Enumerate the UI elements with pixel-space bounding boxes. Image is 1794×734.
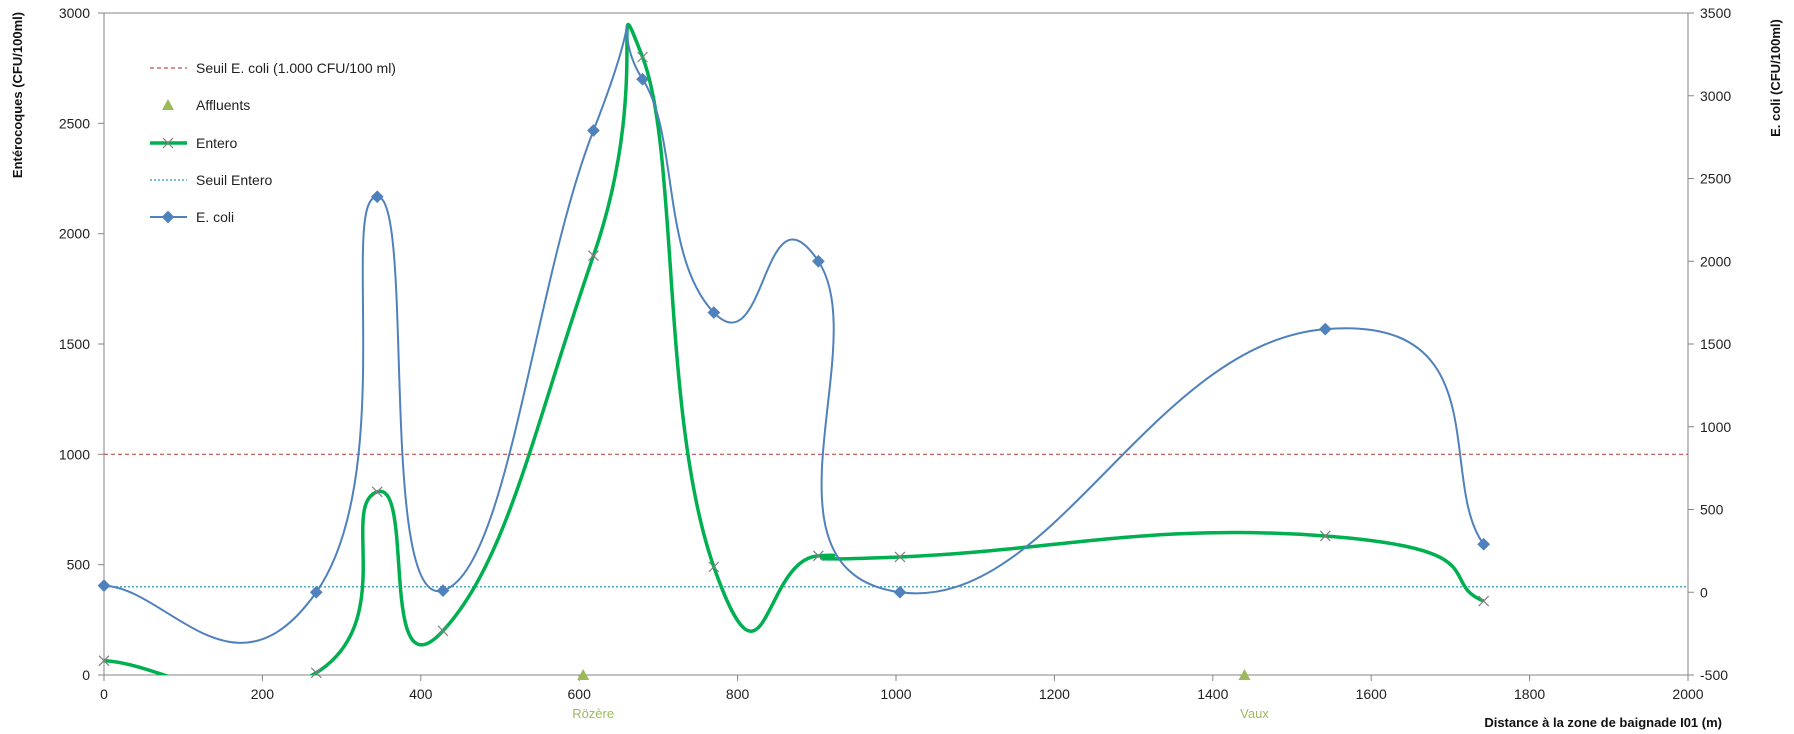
entero-marker-stroke	[98, 655, 110, 667]
x-axis-title: Distance à la zone de baignade I01 (m)	[1484, 715, 1722, 730]
legend-swatch-ecoli-marker	[161, 210, 175, 224]
legend-swatch-affluents	[162, 99, 174, 110]
y-right-tick-label: 3500	[1700, 5, 1731, 21]
y-left-tick-label: 1000	[59, 446, 90, 462]
legend-item: Seuil Entero	[150, 172, 272, 188]
entero-marker-stroke	[310, 667, 322, 679]
y-right-tick-label: 3000	[1700, 88, 1731, 104]
x-tick-label: 800	[726, 686, 750, 702]
y-left-axis-title: Entérocoques (CFU/100ml)	[10, 12, 25, 178]
ecoli-point	[370, 190, 384, 204]
ecoli-point	[1318, 322, 1332, 336]
entero-marker-stroke	[1319, 530, 1331, 542]
ecoli-line	[104, 25, 1485, 644]
legend-label: Affluents	[196, 97, 250, 113]
series-layer: Rözère Vaux	[97, 22, 1491, 721]
y-right-tick-label: 1000	[1700, 419, 1731, 435]
legend-label: Seuil E. coli (1.000 CFU/100 ml)	[196, 60, 396, 76]
axes-layer: 0 200 400 600 800 1000 1200 1400 1600 1800 2000 0 50…	[10, 5, 1783, 730]
entero-point	[98, 655, 110, 667]
x-tick-label: 1800	[1514, 686, 1545, 702]
legend-label: Entero	[196, 135, 237, 151]
legend-item: E. coli	[150, 209, 234, 225]
entero-marker-stroke	[1478, 595, 1490, 607]
y-left-tick-label: 0	[82, 667, 90, 683]
x-tick-label: 600	[568, 686, 592, 702]
ecoli-point	[587, 124, 600, 137]
threshold-layer	[104, 453, 1688, 588]
y-right-axis-title: E. coli (CFU/100ml)	[1768, 19, 1783, 137]
entero-marker-stroke	[637, 51, 648, 63]
y-left-tick-label: 500	[67, 557, 91, 573]
legend-item: Entero	[150, 135, 237, 151]
y-right-tick-label: 2000	[1700, 253, 1731, 269]
ecoli-point	[1477, 537, 1491, 551]
x-tick-label: 1000	[880, 686, 911, 702]
entero-marker-stroke	[708, 561, 720, 573]
y-right-tick-label: -500	[1700, 667, 1728, 683]
ecoli-point	[97, 579, 111, 592]
x-tick-label: 400	[409, 686, 433, 702]
legend-item: Affluents	[162, 97, 250, 113]
x-tick-label: 1200	[1039, 686, 1070, 702]
y-right-tick-label: 0	[1700, 584, 1708, 600]
affluent-label: Rözère	[572, 706, 614, 721]
entero-point	[588, 250, 599, 262]
affluent-point	[1238, 669, 1251, 680]
legend-item: Seuil E. coli (1.000 CFU/100 ml)	[150, 60, 396, 76]
entero-point	[894, 551, 906, 563]
x-tick-label: 1400	[1197, 686, 1228, 702]
x-tick-label: 2000	[1672, 686, 1703, 702]
ecoli-point	[812, 254, 825, 268]
x-tick-label: 0	[100, 686, 108, 702]
entero-point	[637, 51, 648, 63]
y-right-tick-label: 1500	[1700, 336, 1731, 352]
plot-area-frame	[103, 12, 1689, 676]
y-left-tick-label: 1500	[59, 336, 90, 352]
entero-marker-stroke	[894, 551, 906, 563]
x-tick-label: 1600	[1356, 686, 1387, 702]
affluent-point	[577, 669, 590, 680]
ecoli-point	[893, 585, 907, 599]
legend-label: E. coli	[196, 209, 234, 225]
entero-marker-stroke	[812, 550, 824, 562]
ecoli-point	[436, 584, 450, 597]
entero-point	[708, 561, 720, 573]
y-left-tick-label: 3000	[59, 5, 90, 21]
x-tick-label: 200	[251, 686, 275, 702]
entero-marker-stroke	[371, 486, 383, 498]
entero-point	[310, 667, 322, 679]
entero-marker-stroke	[437, 625, 449, 637]
entero-point	[371, 486, 383, 498]
entero-point	[812, 550, 824, 562]
legend-swatch-entero-marker	[162, 137, 174, 149]
legend: Seuil E. coli (1.000 CFU/100 ml) Affluent…	[150, 60, 396, 225]
affluent-label: Vaux	[1240, 706, 1269, 721]
entero-point	[1478, 595, 1490, 607]
entero-point	[437, 625, 449, 637]
y-left-tick-label: 2500	[59, 115, 90, 131]
y-left-tick-label: 2000	[59, 226, 90, 242]
legend-label: Seuil Entero	[196, 172, 272, 188]
entero-marker-stroke	[588, 250, 599, 262]
y-right-tick-label: 2500	[1700, 171, 1731, 187]
entero-point	[1319, 530, 1331, 542]
y-right-tick-label: 500	[1700, 502, 1724, 518]
